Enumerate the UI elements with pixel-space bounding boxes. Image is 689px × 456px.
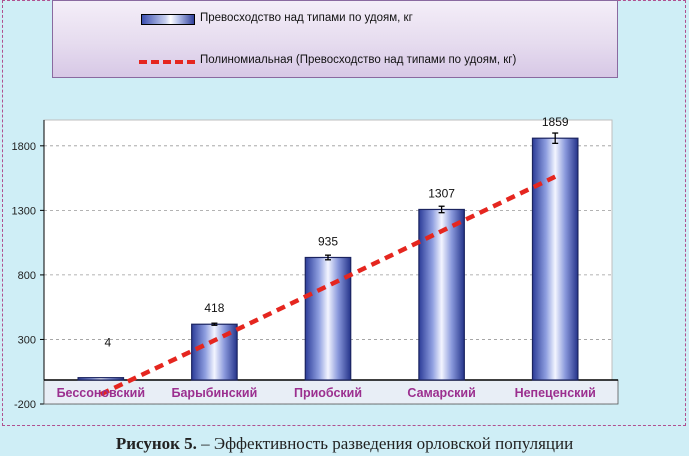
y-tick-label: -200 — [14, 399, 36, 411]
x-axis-band — [43, 379, 619, 405]
data-label: 1859 — [542, 115, 569, 129]
y-tick-label: 1800 — [12, 141, 36, 153]
bar — [77, 377, 125, 381]
data-label: 935 — [318, 234, 338, 248]
trendline — [99, 174, 557, 397]
bar — [531, 137, 579, 381]
legend-item-trendline: Полиномиальная (Превосходство над типами… — [53, 52, 617, 72]
legend-bar-swatch — [141, 14, 195, 25]
legend: Превосходство над типами по удоям, кг По… — [52, 0, 618, 78]
category-label: Приобский — [294, 386, 362, 400]
y-tick-label: 800 — [18, 270, 36, 282]
bar — [304, 256, 352, 381]
data-label: 4 — [104, 335, 111, 349]
figure-caption: Рисунок 5. – Эффективность разведения ор… — [0, 434, 689, 454]
legend-label-bars: Превосходство над типами по удоям, кг — [200, 12, 413, 24]
y-tick-label: 300 — [18, 334, 36, 346]
caption-number: Рисунок 5. — [115, 434, 197, 453]
data-label: 1307 — [428, 186, 455, 200]
bar — [418, 208, 465, 381]
caption-text: – Эффективность разведения орловской поп… — [201, 434, 574, 453]
category-label: Самарский — [407, 386, 475, 400]
legend-item-bars: Превосходство над типами по удоям, кг — [53, 10, 617, 30]
data-label: 418 — [204, 301, 224, 315]
legend-trendline-swatch — [139, 60, 195, 64]
category-label: Непеценский — [515, 386, 596, 400]
category-label: Бессоновский — [57, 386, 145, 400]
chart-plot: 1800 1300 800 300 -200 4 418 935 1307 1859 Бессоно… — [12, 115, 619, 411]
y-tick-label: 1300 — [12, 205, 36, 217]
category-label: Барыбинский — [172, 386, 258, 400]
legend-label-trendline: Полиномиальная (Превосходство над типами… — [200, 54, 517, 66]
